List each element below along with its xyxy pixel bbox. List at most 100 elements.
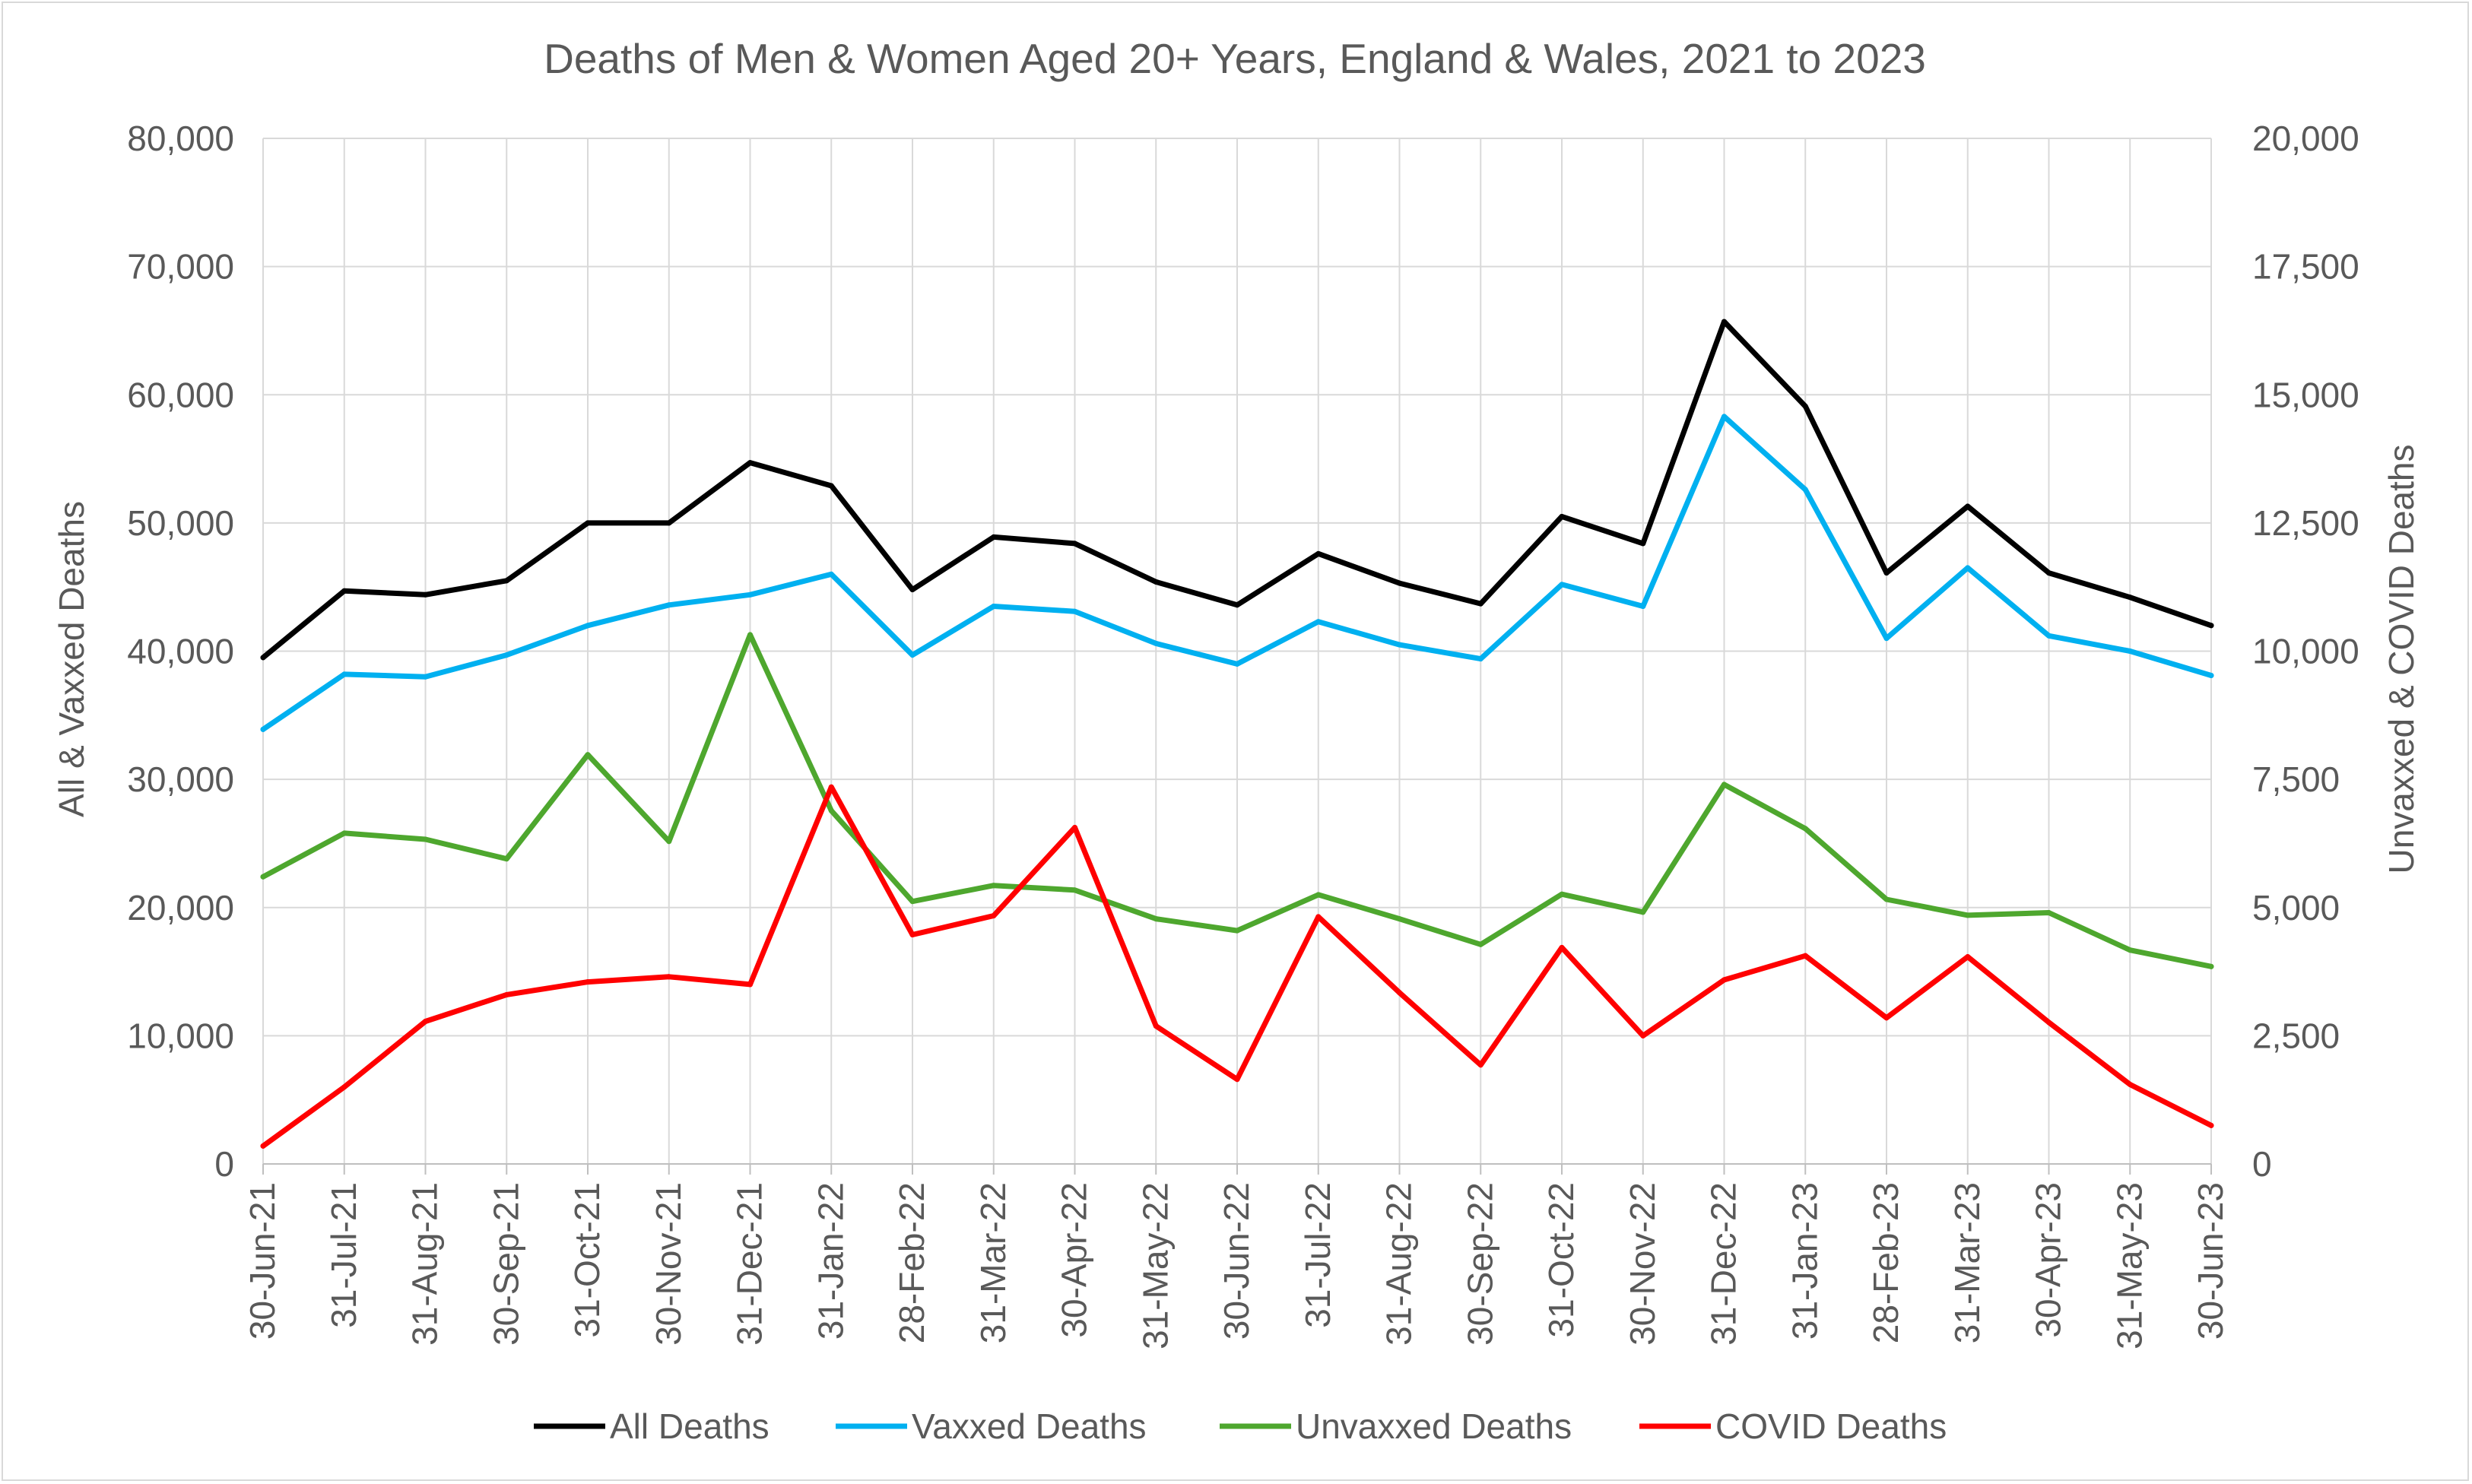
data-point-all-deaths — [2208, 623, 2214, 629]
y-left-tick-label: 50,000 — [127, 503, 234, 543]
y-left-tick-label: 0 — [214, 1144, 234, 1184]
data-point-vaxxed-deaths — [2208, 673, 2214, 679]
data-point-all-deaths — [1072, 541, 1077, 547]
data-point-covid-deaths — [1722, 977, 1727, 983]
data-point-vaxxed-deaths — [341, 671, 347, 677]
y-right-tick-label: 2,500 — [2252, 1016, 2340, 1055]
y-left-tick-label: 40,000 — [127, 632, 234, 671]
legend-label-unvaxxed-deaths: Unvaxxed Deaths — [1296, 1406, 1572, 1446]
data-point-all-deaths — [423, 591, 428, 598]
y-right-tick-label: 20,000 — [2252, 119, 2359, 158]
data-point-unvaxxed-deaths — [423, 836, 428, 842]
data-point-vaxxed-deaths — [585, 623, 591, 629]
data-point-covid-deaths — [503, 991, 509, 997]
data-point-vaxxed-deaths — [991, 603, 997, 609]
y-left-tick-label: 20,000 — [127, 888, 234, 928]
data-point-all-deaths — [909, 587, 915, 593]
data-point-covid-deaths — [585, 979, 591, 985]
data-point-all-deaths — [1397, 580, 1402, 586]
data-point-vaxxed-deaths — [423, 674, 428, 680]
data-point-unvaxxed-deaths — [2127, 947, 2133, 953]
x-tick-label: 31-Dec-22 — [1704, 1182, 1744, 1346]
data-point-vaxxed-deaths — [1640, 603, 1646, 609]
data-point-vaxxed-deaths — [260, 726, 266, 732]
data-point-covid-deaths — [1965, 954, 1971, 960]
data-point-all-deaths — [503, 578, 509, 584]
data-point-covid-deaths — [260, 1143, 266, 1149]
data-point-all-deaths — [1153, 579, 1159, 585]
x-tick-label: 30-Sep-21 — [486, 1182, 525, 1346]
data-point-unvaxxed-deaths — [1722, 782, 1727, 788]
series-lines — [260, 319, 2214, 1149]
data-point-all-deaths — [585, 520, 591, 526]
data-point-all-deaths — [2046, 570, 2052, 576]
data-point-unvaxxed-deaths — [260, 874, 266, 880]
data-point-covid-deaths — [1640, 1032, 1646, 1038]
x-tick-label: 31-Aug-22 — [1379, 1182, 1419, 1346]
data-point-unvaxxed-deaths — [666, 839, 672, 845]
y-left-tick-label: 60,000 — [127, 375, 234, 414]
data-point-vaxxed-deaths — [1722, 414, 1727, 420]
data-point-unvaxxed-deaths — [991, 883, 997, 889]
data-point-covid-deaths — [423, 1018, 428, 1024]
data-point-vaxxed-deaths — [1965, 565, 1971, 571]
data-point-covid-deaths — [747, 981, 753, 988]
data-point-vaxxed-deaths — [666, 602, 672, 608]
data-point-unvaxxed-deaths — [2208, 963, 2214, 969]
x-tick-label: 31-Jan-23 — [1785, 1182, 1824, 1340]
y-right-tick-label: 15,000 — [2252, 375, 2359, 414]
y-left-tick-label: 70,000 — [127, 247, 234, 287]
data-point-vaxxed-deaths — [1559, 582, 1565, 588]
data-point-all-deaths — [828, 483, 834, 489]
x-tick-label: 31-Mar-22 — [973, 1182, 1013, 1343]
data-point-all-deaths — [1722, 319, 1727, 325]
y-right-tick-label: 12,500 — [2252, 503, 2359, 543]
x-tick-label: 31-Oct-21 — [567, 1182, 607, 1338]
data-point-covid-deaths — [1802, 953, 1808, 959]
data-point-unvaxxed-deaths — [1397, 916, 1402, 922]
x-tick-label: 31-Dec-21 — [730, 1182, 770, 1346]
data-point-all-deaths — [1559, 513, 1565, 519]
data-point-unvaxxed-deaths — [1072, 887, 1077, 893]
data-point-unvaxxed-deaths — [1153, 916, 1159, 922]
data-point-covid-deaths — [828, 784, 834, 790]
data-point-unvaxxed-deaths — [1802, 826, 1808, 832]
data-point-all-deaths — [1315, 550, 1322, 556]
data-point-unvaxxed-deaths — [1559, 891, 1565, 897]
data-point-vaxxed-deaths — [1072, 608, 1077, 614]
data-point-covid-deaths — [1234, 1077, 1240, 1083]
data-point-vaxxed-deaths — [1153, 640, 1159, 646]
data-point-unvaxxed-deaths — [1315, 892, 1322, 898]
data-point-covid-deaths — [2046, 1019, 2052, 1026]
x-tick-label: 30-Nov-21 — [649, 1182, 688, 1346]
x-tick-label: 30-Apr-22 — [1055, 1182, 1094, 1338]
legend-label-covid-deaths: COVID Deaths — [1715, 1406, 1947, 1446]
data-point-covid-deaths — [2208, 1122, 2214, 1128]
data-point-covid-deaths — [909, 931, 915, 937]
data-point-vaxxed-deaths — [1315, 619, 1322, 625]
data-point-unvaxxed-deaths — [585, 752, 591, 758]
data-point-unvaxxed-deaths — [1883, 896, 1890, 902]
data-point-unvaxxed-deaths — [503, 856, 509, 862]
gridlines — [262, 138, 2212, 1164]
data-point-vaxxed-deaths — [1234, 661, 1240, 667]
line-chart: Deaths of Men & Women Aged 20+ Years, En… — [52, 35, 2421, 1446]
x-tick-label: 30-Jun-23 — [2191, 1182, 2230, 1340]
x-tick-label: 31-Oct-22 — [1541, 1182, 1581, 1338]
legend-label-vaxxed-deaths: Vaxxed Deaths — [912, 1406, 1147, 1446]
data-point-vaxxed-deaths — [1397, 642, 1402, 648]
x-tick-label: 28-Feb-23 — [1866, 1182, 1906, 1343]
data-point-unvaxxed-deaths — [341, 830, 347, 836]
data-point-all-deaths — [1802, 403, 1808, 409]
x-tick-label: 31-May-22 — [1135, 1182, 1175, 1349]
data-point-all-deaths — [747, 460, 753, 466]
data-point-covid-deaths — [1072, 825, 1077, 831]
data-point-unvaxxed-deaths — [1477, 941, 1484, 947]
y-left-tick-label: 30,000 — [127, 759, 234, 799]
data-point-covid-deaths — [1559, 944, 1565, 950]
y-right-tick-label: 10,000 — [2252, 632, 2359, 671]
y-left-tick-label: 10,000 — [127, 1016, 234, 1055]
y-right-tick-label: 17,500 — [2252, 247, 2359, 287]
data-point-vaxxed-deaths — [1802, 487, 1808, 493]
data-point-covid-deaths — [2127, 1081, 2133, 1087]
